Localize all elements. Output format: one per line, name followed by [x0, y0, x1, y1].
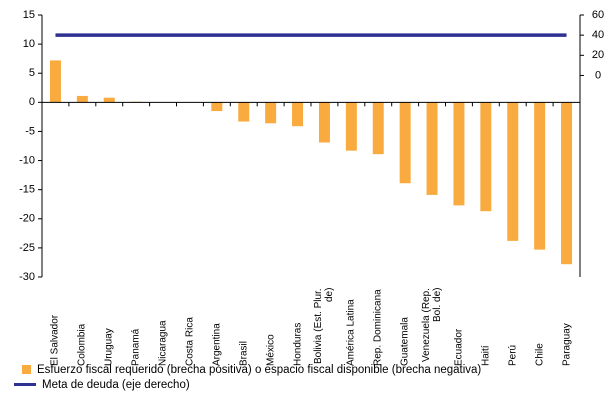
- bar: [372, 102, 384, 155]
- x-tick-label: América Latina: [345, 299, 357, 366]
- y-tick-label: -20: [19, 213, 35, 225]
- bar: [238, 102, 250, 122]
- x-tick-label: Brasil: [238, 340, 250, 366]
- x-tick-label: Uruguay: [103, 328, 115, 366]
- x-tick-label: Colombia: [76, 323, 88, 366]
- y-tick-label: -10: [19, 154, 35, 166]
- y-tick-label: -15: [19, 184, 35, 196]
- x-tick-label: Argentina: [211, 323, 223, 366]
- bar: [318, 102, 330, 143]
- x-tick-label: México: [265, 334, 277, 366]
- x-tick-label: Panamá: [130, 328, 142, 366]
- bar: [426, 102, 438, 195]
- legend-label: Esfuerzo fiscal requerido (brecha positi…: [37, 364, 482, 376]
- y-tick-label: 5: [29, 67, 35, 79]
- y2-tick-label: 60: [592, 9, 604, 21]
- x-tick-label: Ecuador: [453, 328, 465, 366]
- x-tick-label: Venezuela (Rep. Bol. de): [421, 288, 444, 362]
- legend-label: Meta de deuda (eje derecho): [42, 379, 190, 391]
- y-tick-label: 10: [23, 38, 35, 50]
- bar: [345, 102, 357, 151]
- y-tick-label: -25: [19, 242, 35, 254]
- x-tick-label: Perú: [507, 344, 519, 366]
- legend-swatch: [22, 365, 31, 375]
- x-tick-label: Guatemala: [399, 317, 411, 366]
- y2-tick-label: 20: [592, 49, 604, 61]
- bar: [534, 102, 546, 250]
- bar: [49, 60, 61, 103]
- y2-tick-label: 40: [592, 29, 604, 41]
- y-tick-label: -30: [19, 271, 35, 283]
- x-tick-label: Nicaragua: [157, 320, 169, 366]
- bar: [453, 102, 465, 206]
- y2-tick-label: 0: [595, 69, 601, 81]
- x-tick-label: Haití: [480, 345, 492, 366]
- bar: [292, 102, 304, 127]
- x-tick-label: Honduras: [292, 322, 304, 366]
- bar: [76, 95, 88, 103]
- bar: [103, 97, 115, 103]
- x-tick-label: Costa Rica: [184, 317, 196, 366]
- x-tick-label: Bolivia (Est. Plur. de): [313, 288, 336, 364]
- bar: [265, 102, 277, 124]
- bar: [507, 102, 519, 241]
- bar: [561, 102, 573, 265]
- legend-item: Meta de deuda (eje derecho): [14, 379, 190, 391]
- bar: [399, 102, 411, 184]
- bar: [211, 102, 223, 112]
- x-tick-label: Rep. Dominicana: [372, 289, 384, 366]
- legend-item: Esfuerzo fiscal requerido (brecha positi…: [22, 364, 481, 376]
- y-tick-label: -5: [25, 125, 35, 137]
- y-tick-label: 15: [23, 9, 35, 21]
- legend-swatch: [14, 383, 36, 387]
- y-tick-label: 0: [29, 96, 35, 108]
- x-tick-label: El Salvador: [49, 314, 61, 366]
- x-tick-label: Paraguay: [561, 323, 573, 366]
- x-tick-label: Chile: [534, 343, 546, 366]
- bar: [480, 102, 492, 212]
